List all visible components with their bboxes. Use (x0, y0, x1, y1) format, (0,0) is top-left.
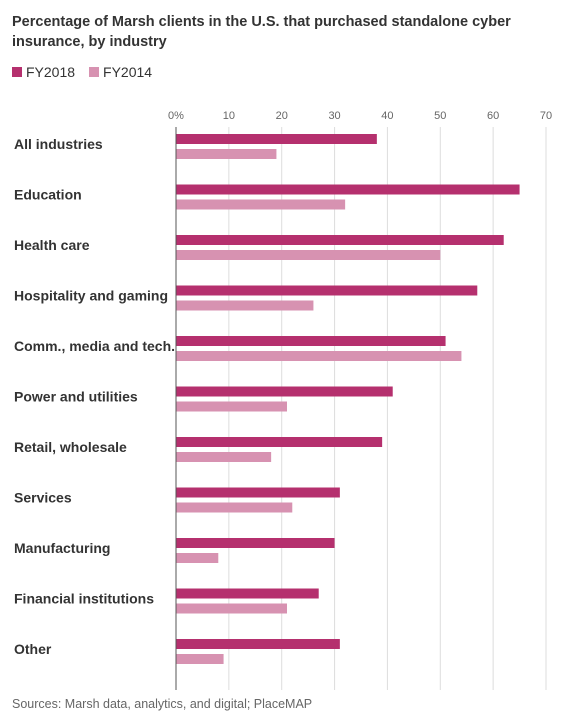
bar-fy2018 (176, 134, 377, 144)
category-label: Services (14, 490, 72, 506)
category-label: Education (14, 187, 82, 203)
bar-fy2018 (176, 487, 340, 498)
category-label: Other (14, 641, 52, 657)
category-label: Retail, wholesale (14, 439, 127, 455)
x-tick-label: 50 (434, 110, 446, 122)
x-tick-label: 0% (168, 110, 184, 122)
bar-fy2014 (176, 300, 314, 311)
bar-fy2014 (176, 603, 287, 614)
bar-fy2018 (176, 639, 340, 649)
bar-fy2014 (176, 199, 346, 210)
bar-fy2014 (176, 553, 219, 563)
category-label: Hospitality and gaming (14, 288, 168, 304)
bar-fy2018 (176, 386, 393, 397)
source-note: Sources: Marsh data, analytics, and digi… (12, 697, 313, 711)
bar-fy2014 (176, 654, 224, 664)
category-label: Power and utilities (14, 389, 138, 405)
bar-fy2014 (176, 502, 293, 513)
legend-label-fy2018: FY2018 (26, 64, 76, 80)
x-tick-label: 30 (328, 110, 340, 122)
legend-swatch-fy2018 (12, 67, 22, 77)
bar-fy2018 (176, 184, 520, 195)
bar-fy2018 (176, 235, 504, 245)
category-label: Manufacturing (14, 540, 110, 556)
category-label: Health care (14, 237, 90, 253)
bar-fy2018 (176, 437, 383, 447)
x-tick-label: 70 (540, 110, 552, 122)
category-label: Financial institutions (14, 591, 154, 607)
legend-item-fy2014: FY2014 (89, 64, 152, 80)
legend: FY2018 FY2014 (12, 62, 166, 82)
bar-fy2014 (176, 250, 441, 260)
x-tick-label: 20 (276, 110, 288, 122)
x-tick-label: 60 (487, 110, 499, 122)
legend-item-fy2018: FY2018 (12, 64, 75, 80)
bar-fy2018 (176, 588, 319, 599)
legend-label-fy2014: FY2014 (103, 64, 153, 80)
bar-fy2014 (176, 351, 462, 361)
bar-fy2014 (176, 452, 272, 462)
bar-fy2018 (176, 336, 446, 346)
legend-swatch-fy2014 (89, 67, 100, 77)
category-label: All industries (14, 136, 103, 152)
bar-fy2014 (176, 149, 277, 159)
chart-title: Percentage of Marsh clients in the U.S. … (12, 14, 511, 50)
bar-fy2014 (176, 401, 287, 412)
bar-fy2018 (176, 538, 335, 548)
bar-fy2018 (176, 285, 478, 296)
x-tick-label: 10 (223, 110, 235, 122)
x-tick-label: 40 (381, 110, 393, 122)
category-label: Comm., media and tech. (14, 338, 175, 354)
